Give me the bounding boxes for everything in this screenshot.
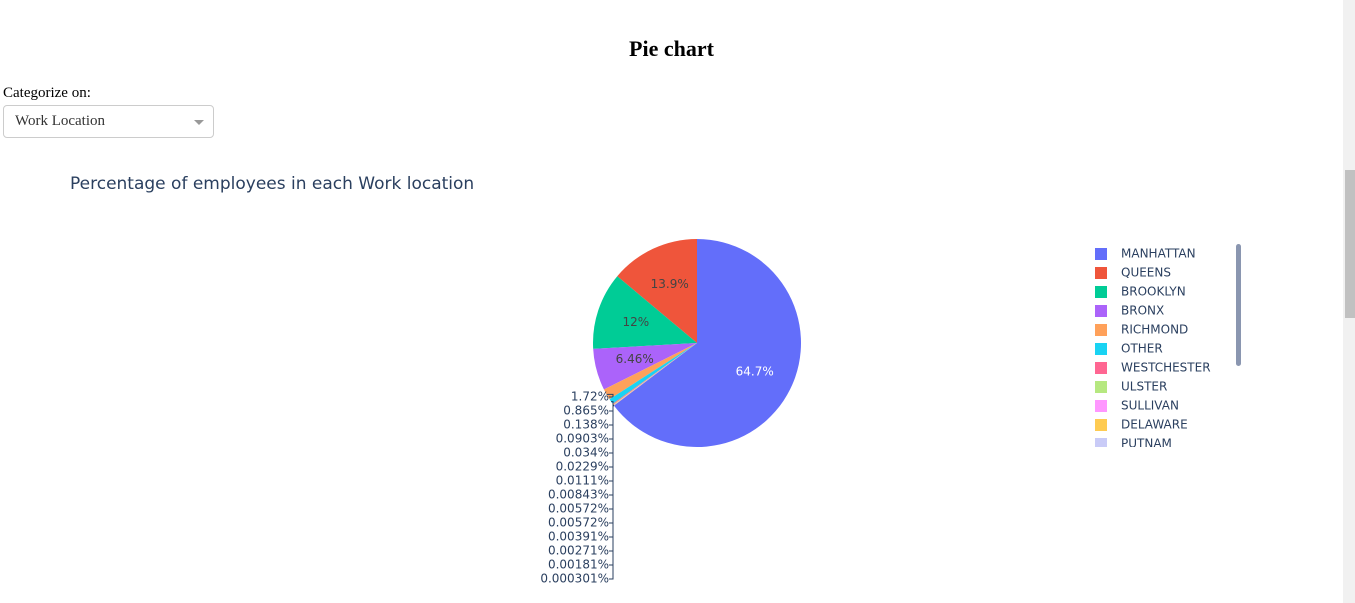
pie-slice [613, 343, 697, 406]
control-label: Categorize on: [3, 85, 91, 101]
pie-slice [613, 343, 697, 406]
slice-label: 0.00572% [548, 516, 609, 530]
pie-slice [613, 343, 697, 406]
pie-slice [613, 239, 801, 447]
scrollbar[interactable] [1343, 0, 1355, 603]
legend-label: DELAWARE [1121, 418, 1188, 432]
legend-label: ULSTER [1121, 380, 1167, 394]
pie-slice [617, 239, 697, 343]
leader-line [606, 393, 614, 398]
leader-line [609, 403, 614, 426]
legend-label: OTHER [1121, 342, 1163, 356]
pie-slice [613, 343, 697, 406]
slice-label: 64.7% [736, 364, 774, 378]
legend-swatch [1095, 286, 1107, 298]
pie-slice [613, 343, 697, 406]
legend-swatch [1095, 438, 1107, 447]
legend-scrollbar[interactable] [1236, 244, 1241, 366]
dropdown-value: Work Location [15, 113, 106, 129]
pie-slice [613, 343, 697, 406]
legend-label: BROOKLYN [1121, 285, 1186, 299]
slice-label: 0.00843% [548, 488, 609, 502]
pie-slice [612, 343, 697, 405]
pie-slice [613, 343, 697, 406]
dropdown-arrow [194, 120, 204, 125]
pie-slice [613, 343, 697, 406]
legend-swatch [1095, 324, 1107, 336]
slice-label: 6.46% [616, 352, 654, 366]
slice-label: 1.72% [571, 390, 609, 404]
legend-swatch [1095, 343, 1107, 355]
legend-swatch [1095, 400, 1107, 412]
legend-label: BRONX [1121, 304, 1164, 318]
slice-label: 0.865% [563, 404, 609, 418]
pie-slice [603, 343, 697, 400]
slice-label: 12% [622, 315, 649, 329]
legend-swatch [1095, 267, 1107, 279]
chart-title: Percentage of employees in each Work loc… [70, 174, 474, 194]
leader-line [609, 405, 614, 580]
pie-slice [593, 343, 697, 390]
legend-swatch [1095, 362, 1107, 374]
dropdown[interactable]: Work Location [3, 105, 214, 138]
legend: MANHATTAN QUEENS BROOKLYN BRONX RICHMOND OTHE… [1095, 247, 1211, 451]
slice-label: 0.0903% [556, 432, 609, 446]
legend-swatch [1095, 248, 1107, 260]
slice-label: 13.9% [651, 277, 689, 291]
slice-label: 0.138% [563, 418, 609, 432]
slice-label: 0.034% [563, 446, 609, 460]
legend-label: MANHATTAN [1121, 247, 1196, 261]
legend-label: WESTCHESTER [1121, 361, 1211, 375]
slice-label: 0.0229% [556, 460, 609, 474]
legend-label: QUEENS [1121, 266, 1171, 280]
slice-label: 0.00572% [548, 502, 609, 516]
page-title: Pie chart [629, 36, 714, 61]
slice-label: 0.0111% [556, 474, 609, 488]
pie-slice [613, 343, 697, 406]
legend-swatch [1095, 381, 1107, 393]
scrollbar-thumb[interactable] [1345, 170, 1355, 318]
slice-label: 0.000301% [540, 572, 609, 586]
pie-slice [609, 343, 697, 404]
legend-label: RICHMOND [1121, 323, 1188, 337]
pie-slice [613, 343, 697, 406]
legend-swatch [1095, 419, 1107, 431]
legend-label: PUTNAM [1121, 437, 1172, 451]
slice-label: 0.00271% [548, 544, 609, 558]
pie-slice [613, 343, 697, 406]
slice-label: 0.00181% [548, 558, 609, 572]
legend-label: SULLIVAN [1121, 399, 1179, 413]
chart: Percentage of employees in each Work loc… [70, 174, 1241, 586]
slice-label: 0.00391% [548, 530, 609, 544]
pie-slice [593, 276, 697, 349]
legend-swatch [1095, 305, 1107, 317]
